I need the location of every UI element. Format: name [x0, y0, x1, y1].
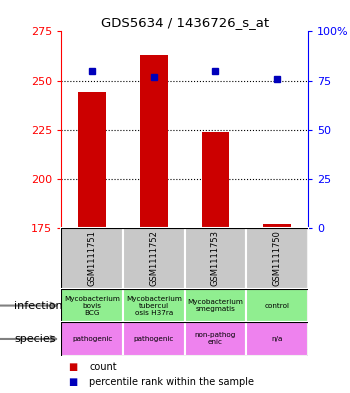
- Text: GSM1111751: GSM1111751: [88, 230, 97, 286]
- Text: GSM1111753: GSM1111753: [211, 230, 220, 286]
- Bar: [263, 224, 291, 228]
- Text: species: species: [14, 334, 56, 344]
- Bar: [61, 322, 123, 356]
- Text: Mycobacterium
tubercul
osis H37ra: Mycobacterium tubercul osis H37ra: [126, 296, 182, 316]
- Text: Mycobacterium
smegmatis: Mycobacterium smegmatis: [188, 299, 243, 312]
- Text: pathogenic: pathogenic: [72, 336, 112, 342]
- Text: Mycobacterium
bovis
BCG: Mycobacterium bovis BCG: [64, 296, 120, 316]
- Text: non-pathog
enic: non-pathog enic: [195, 332, 236, 345]
- Text: GSM1111750: GSM1111750: [273, 230, 282, 286]
- Bar: [140, 55, 168, 228]
- Text: infection: infection: [14, 301, 63, 310]
- Bar: [246, 289, 308, 322]
- Bar: [61, 289, 123, 322]
- Bar: [123, 228, 185, 289]
- Text: count: count: [89, 362, 117, 372]
- Text: GSM1111752: GSM1111752: [149, 230, 158, 286]
- Title: GDS5634 / 1436726_s_at: GDS5634 / 1436726_s_at: [100, 16, 269, 29]
- Bar: [185, 289, 246, 322]
- Bar: [61, 228, 123, 289]
- Text: pathogenic: pathogenic: [134, 336, 174, 342]
- Text: ■: ■: [68, 362, 77, 372]
- Text: n/a: n/a: [272, 336, 283, 342]
- Bar: [185, 322, 246, 356]
- Text: control: control: [265, 303, 290, 309]
- Text: percentile rank within the sample: percentile rank within the sample: [89, 377, 254, 387]
- Bar: [123, 322, 185, 356]
- Bar: [185, 228, 246, 289]
- Bar: [78, 92, 106, 228]
- Text: ■: ■: [68, 377, 77, 387]
- Bar: [202, 132, 229, 228]
- Bar: [246, 228, 308, 289]
- Bar: [246, 322, 308, 356]
- Bar: [123, 289, 185, 322]
